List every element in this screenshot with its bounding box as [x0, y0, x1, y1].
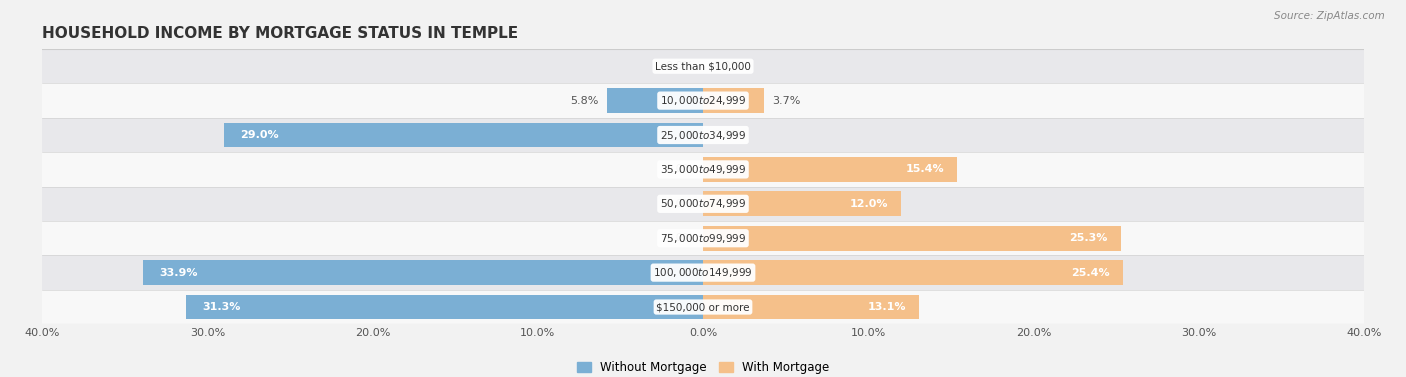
- Text: 12.0%: 12.0%: [849, 199, 889, 209]
- Bar: [42, 152, 1364, 187]
- Text: 13.1%: 13.1%: [868, 302, 907, 312]
- Text: Less than $10,000: Less than $10,000: [655, 61, 751, 71]
- Text: $150,000 or more: $150,000 or more: [657, 302, 749, 312]
- Text: 5.8%: 5.8%: [571, 96, 599, 106]
- Text: HOUSEHOLD INCOME BY MORTGAGE STATUS IN TEMPLE: HOUSEHOLD INCOME BY MORTGAGE STATUS IN T…: [42, 26, 519, 41]
- Text: 33.9%: 33.9%: [159, 268, 198, 277]
- Bar: [42, 290, 1364, 324]
- Text: 0.0%: 0.0%: [665, 164, 693, 175]
- Bar: [703, 88, 763, 113]
- Bar: [703, 226, 1121, 251]
- Text: 29.0%: 29.0%: [240, 130, 278, 140]
- Bar: [42, 221, 1364, 256]
- Bar: [186, 295, 703, 319]
- Text: 0.0%: 0.0%: [665, 199, 693, 209]
- Text: $10,000 to $24,999: $10,000 to $24,999: [659, 94, 747, 107]
- Text: 15.4%: 15.4%: [905, 164, 945, 175]
- Text: 0.0%: 0.0%: [713, 61, 741, 71]
- Text: $35,000 to $49,999: $35,000 to $49,999: [659, 163, 747, 176]
- Text: $75,000 to $99,999: $75,000 to $99,999: [659, 232, 747, 245]
- Bar: [703, 260, 1122, 285]
- Bar: [224, 123, 703, 147]
- Legend: Without Mortgage, With Mortgage: Without Mortgage, With Mortgage: [572, 356, 834, 377]
- Bar: [42, 83, 1364, 118]
- Text: $25,000 to $34,999: $25,000 to $34,999: [659, 129, 747, 141]
- Bar: [42, 256, 1364, 290]
- Text: 25.3%: 25.3%: [1070, 233, 1108, 243]
- Text: 31.3%: 31.3%: [202, 302, 240, 312]
- Text: 0.0%: 0.0%: [713, 130, 741, 140]
- Text: Source: ZipAtlas.com: Source: ZipAtlas.com: [1274, 11, 1385, 21]
- Bar: [42, 187, 1364, 221]
- Bar: [703, 157, 957, 182]
- Text: $50,000 to $74,999: $50,000 to $74,999: [659, 197, 747, 210]
- Bar: [703, 295, 920, 319]
- Text: 3.7%: 3.7%: [772, 96, 801, 106]
- Bar: [703, 192, 901, 216]
- Bar: [42, 49, 1364, 83]
- Text: 25.4%: 25.4%: [1071, 268, 1109, 277]
- Text: 0.0%: 0.0%: [665, 61, 693, 71]
- Text: 0.0%: 0.0%: [665, 233, 693, 243]
- Bar: [143, 260, 703, 285]
- Bar: [607, 88, 703, 113]
- Text: $100,000 to $149,999: $100,000 to $149,999: [654, 266, 752, 279]
- Bar: [42, 118, 1364, 152]
